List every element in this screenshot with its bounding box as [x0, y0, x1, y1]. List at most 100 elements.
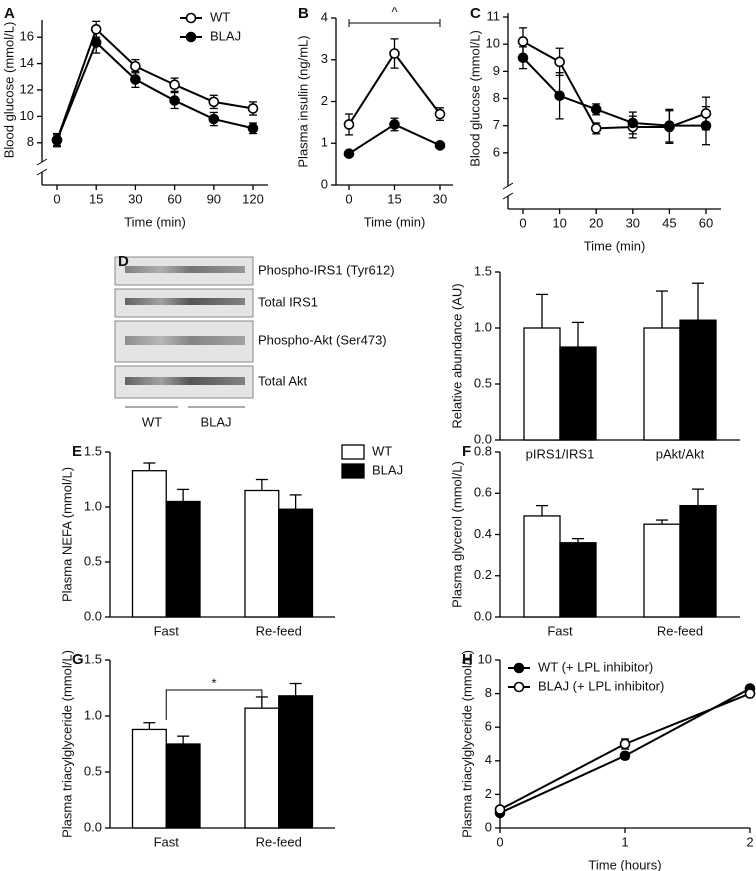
- x-tick-label: Fast: [547, 623, 573, 638]
- y-tick-label: 0.0: [474, 608, 492, 623]
- x-tick-label: 60: [167, 191, 181, 206]
- legend-marker: [513, 681, 525, 693]
- point: [619, 750, 631, 762]
- y-tick-label: 11: [487, 8, 501, 23]
- y-tick-label: 0.2: [474, 567, 492, 582]
- bar: [165, 743, 201, 829]
- bar: [131, 728, 167, 829]
- y-tick-label: 10: [20, 108, 34, 123]
- y-tick-label: 1.5: [84, 443, 102, 458]
- y-tick-label: 8: [27, 134, 34, 149]
- annotation: *: [212, 675, 217, 690]
- point: [90, 37, 102, 48]
- y-tick-label: 6: [493, 144, 500, 159]
- panel-letter: E: [72, 443, 82, 460]
- bar: [679, 504, 717, 618]
- panel-letter: F: [462, 443, 471, 460]
- point: [343, 148, 355, 159]
- legend-swatch: [341, 444, 365, 460]
- y-tick-label: 0.0: [474, 431, 492, 446]
- y-axis-label: Plasma insulin (ng/mL): [295, 35, 310, 167]
- x-tick-label: 0: [345, 191, 352, 206]
- x-axis-label: Time (min): [584, 238, 646, 253]
- x-tick-label: Re-feed: [256, 623, 302, 638]
- y-tick-label: 0.0: [84, 608, 102, 623]
- y-tick-label: 0.5: [84, 553, 102, 568]
- point: [590, 123, 602, 134]
- point: [619, 738, 631, 750]
- x-tick-label: 15: [89, 191, 103, 206]
- point: [627, 117, 639, 129]
- legend-label: WT (+ LPL inhibitor): [538, 659, 653, 674]
- x-axis-label: Time (min): [364, 214, 426, 229]
- y-tick-label: 10: [486, 36, 500, 51]
- point: [700, 120, 712, 131]
- y-tick-label: 3: [321, 51, 328, 66]
- point: [169, 79, 180, 91]
- point: [90, 23, 102, 35]
- bar: [679, 319, 717, 441]
- legend-swatch: [341, 463, 365, 479]
- axis-break: [36, 168, 48, 176]
- y-tick-label: 4: [485, 752, 492, 767]
- point: [247, 122, 259, 134]
- y-axis-label: Plasma NEFA (mmol/L): [59, 467, 74, 602]
- y-tick-label: 0.0: [84, 819, 102, 834]
- point: [389, 48, 400, 59]
- legend-label: BLAJ: [372, 462, 403, 477]
- x-tick-label: 45: [662, 215, 676, 230]
- axis-break: [502, 192, 514, 200]
- point: [554, 90, 565, 102]
- x-axis-label: Time (min): [124, 214, 186, 229]
- series-line: [522, 57, 706, 127]
- y-tick-label: 0.5: [474, 375, 492, 390]
- bar: [643, 327, 681, 441]
- y-tick-label: 8: [485, 685, 492, 700]
- panel-letter: H: [462, 651, 473, 668]
- x-tick-label: 2: [746, 834, 753, 849]
- y-tick-label: 7: [493, 117, 500, 132]
- y-tick-label: 14: [20, 55, 34, 70]
- legend-marker: [185, 31, 197, 43]
- point: [208, 113, 220, 125]
- x-tick-label: 15: [387, 191, 401, 206]
- axis-break: [502, 182, 514, 190]
- bar: [278, 508, 314, 618]
- y-tick-label: 9: [493, 63, 500, 78]
- blot-band: [125, 377, 245, 385]
- x-tick-label: 0: [53, 191, 60, 206]
- point: [590, 104, 602, 115]
- legend-label: BLAJ: [210, 28, 241, 43]
- blot-label: Phospho-Akt (Ser473): [258, 332, 387, 347]
- axis-break: [36, 158, 48, 166]
- bar: [244, 489, 280, 618]
- bracket: [165, 689, 263, 720]
- y-tick-label: 0: [321, 176, 328, 191]
- point: [517, 52, 529, 64]
- x-tick-label: pIRS1/IRS1: [526, 446, 595, 461]
- point: [434, 108, 446, 120]
- point: [700, 108, 712, 119]
- x-tick-label: 90: [207, 191, 221, 206]
- series-line: [56, 40, 254, 141]
- y-tick-label: 0: [485, 819, 492, 834]
- point: [389, 119, 400, 130]
- y-tick-label: 2: [485, 786, 492, 801]
- y-tick-label: 8: [493, 90, 500, 105]
- point: [554, 56, 565, 68]
- panel-letter: C: [470, 5, 481, 22]
- y-axis-label: Relative abundance (AU): [449, 283, 464, 428]
- x-tick-label: 1: [621, 834, 628, 849]
- blot-label: Total Akt: [258, 373, 308, 388]
- y-axis-label: Plasma triacylglyceride (mmol/L): [59, 650, 74, 838]
- point: [664, 120, 675, 131]
- panel-letter: D: [118, 253, 129, 270]
- y-tick-label: 1.0: [84, 498, 102, 513]
- point: [517, 36, 529, 47]
- blot-label: Total IRS1: [258, 294, 318, 309]
- legend-marker: [513, 662, 525, 674]
- legend-label: BLAJ (+ LPL inhibitor): [538, 678, 664, 693]
- x-tick-label: pAkt/Akt: [656, 446, 705, 461]
- x-tick-label: 120: [242, 191, 264, 206]
- y-tick-label: 1.0: [84, 707, 102, 722]
